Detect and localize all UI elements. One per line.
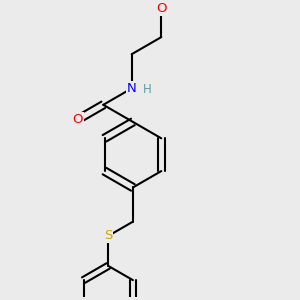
Text: S: S <box>104 230 112 242</box>
Text: O: O <box>72 113 83 126</box>
Text: H: H <box>143 83 152 96</box>
Text: O: O <box>156 2 166 15</box>
Text: N: N <box>127 82 136 95</box>
